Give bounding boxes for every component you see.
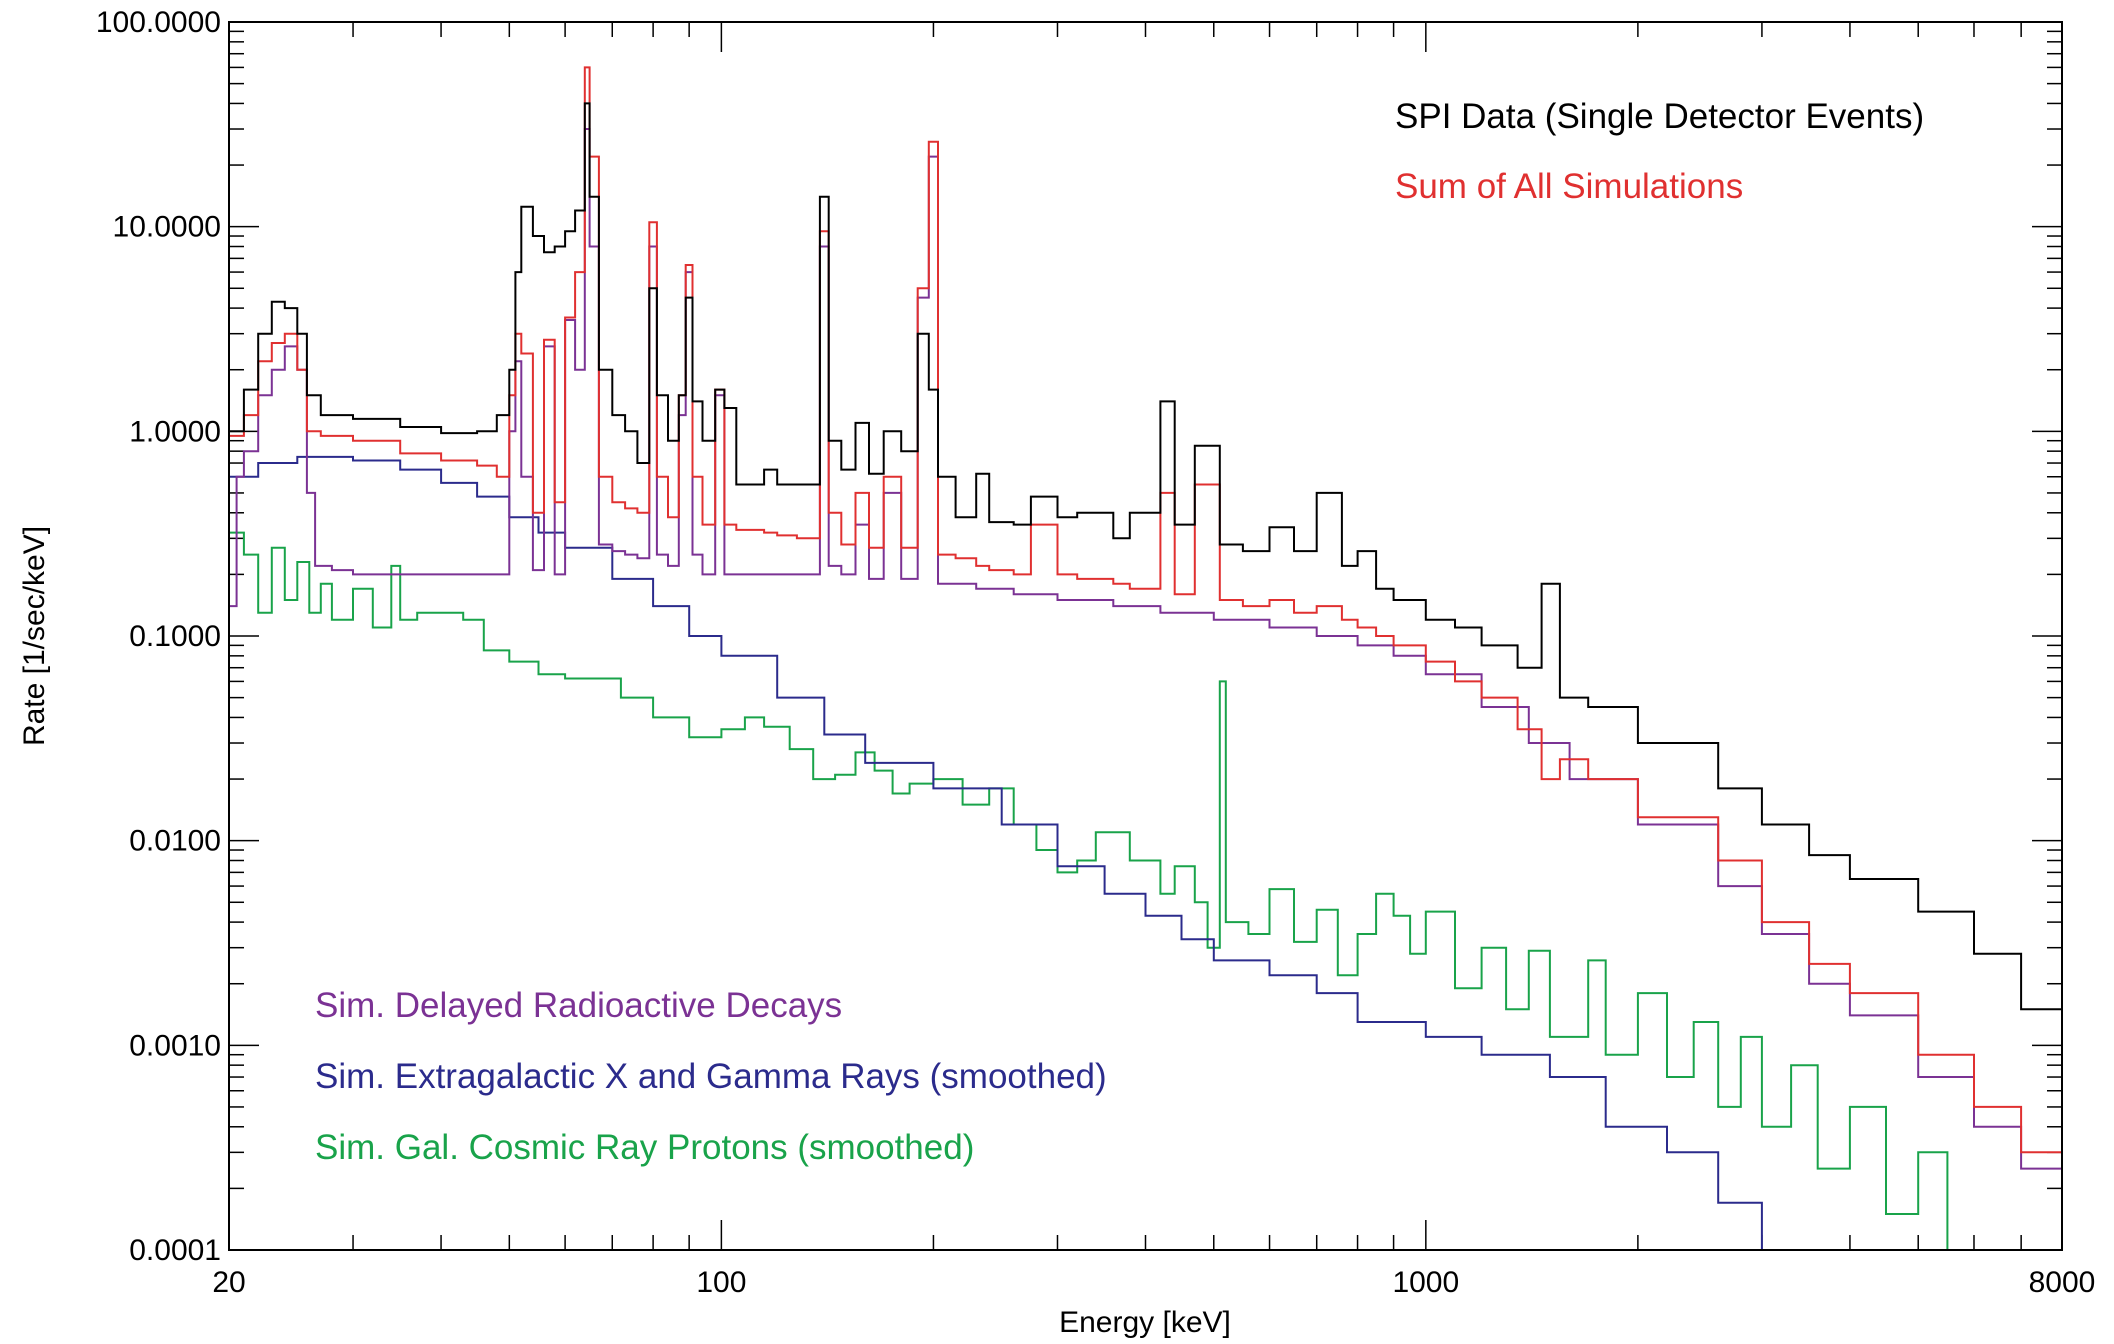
y-tick-label: 0.0010 — [129, 1029, 221, 1062]
y-tick-label: 0.1000 — [129, 620, 221, 653]
x-tick-label: 100 — [696, 1266, 746, 1299]
x-tick-label: 1000 — [1392, 1266, 1459, 1299]
series-layer — [229, 66, 2062, 1250]
y-tick-label: 0.0100 — [129, 825, 221, 858]
legend-entry: Sum of All Simulations — [1395, 167, 1743, 206]
plot-frame — [228, 21, 2063, 1251]
y-tick-labels: 100.0000 10.0000 1.0000 0.1000 0.0100 0.0010 0… — [96, 6, 221, 1267]
legend-entry: SPI Data (Single Detector Events) — [1395, 97, 1924, 136]
x-axis-title: Energy [keV] — [1059, 1306, 1231, 1339]
y-tick-label: 10.0000 — [113, 211, 221, 244]
legend-entry: Sim. Gal. Cosmic Ray Protons (smoothed) — [315, 1128, 974, 1167]
x-tick-labels: 20 100 1000 8000 — [212, 1266, 2095, 1299]
legend-entry: Sim. Extragalactic X and Gamma Rays (smo… — [315, 1057, 1107, 1096]
y-tick-label: 1.0000 — [129, 415, 221, 448]
series-line-4 — [229, 455, 1763, 1250]
legend-entry: Sim. Delayed Radioactive Decays — [315, 986, 842, 1025]
legend: SPI Data (Single Detector Events) Sum of … — [315, 97, 1924, 1167]
y-tick-label: 100.0000 — [96, 6, 221, 39]
x-tick-label: 8000 — [2029, 1266, 2096, 1299]
x-tick-label: 20 — [212, 1266, 245, 1299]
y-tick-label: 0.0001 — [129, 1234, 221, 1267]
series-line-1 — [229, 102, 2062, 1066]
series-line-2 — [229, 66, 2062, 1189]
minor-ticks — [228, 22, 2063, 1251]
series-line-5 — [229, 531, 1949, 1250]
y-axis-title: Rate [1/sec/keV] — [18, 526, 51, 746]
series-line-3 — [229, 128, 2062, 1214]
